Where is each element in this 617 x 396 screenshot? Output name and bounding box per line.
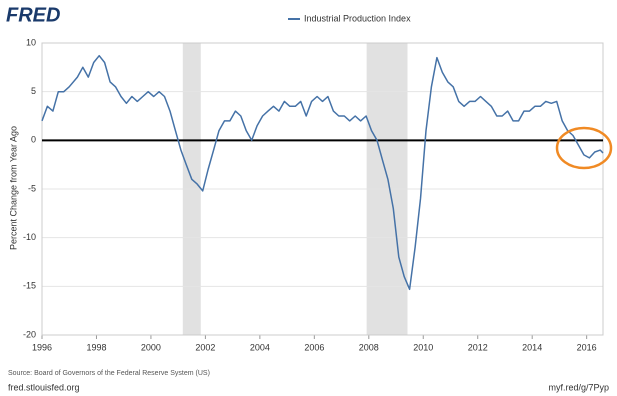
y-tick-label: 10 <box>26 37 36 47</box>
y-tick-label: 0 <box>31 135 36 145</box>
x-tick-label: 2004 <box>250 342 270 352</box>
x-tick-label: 2002 <box>195 342 215 352</box>
y-tick-label: 5 <box>31 86 36 96</box>
source: Source: Board of Governors of the Federa… <box>8 370 210 377</box>
x-tick-label: 2008 <box>359 342 379 352</box>
y-tick-label: -5 <box>28 183 36 193</box>
y-tick-label: -15 <box>23 281 36 291</box>
footer-right: myf.red/g/7Pyp <box>548 382 609 392</box>
x-tick-label: 2014 <box>522 342 542 352</box>
x-tick-label: 2006 <box>304 342 324 352</box>
plot-area: -20 -15 -10 -5 0 5 10 1996 1998 2000 2002 2004 2006 2… <box>23 37 604 352</box>
x-tick-label: 2010 <box>413 342 433 352</box>
logo: FRED <box>6 4 60 26</box>
footer-left: fred.stlouisfed.org <box>8 382 80 392</box>
x-tick-label: 2016 <box>577 342 597 352</box>
x-tick-label: 2000 <box>141 342 161 352</box>
series-line <box>41 54 604 291</box>
legend-label: Industrial Production Index <box>304 13 411 23</box>
highlight-circle <box>555 126 613 170</box>
x-tick-label: 1998 <box>86 342 106 352</box>
y-tick-label: -20 <box>23 329 36 339</box>
plot-border <box>41 42 604 336</box>
x-tick-label: 2012 <box>468 342 488 352</box>
y-axis-label: Percent Change from Year Ago <box>8 126 18 250</box>
x-tick-label: 1996 <box>32 342 52 352</box>
y-tick-label: -10 <box>23 232 36 242</box>
